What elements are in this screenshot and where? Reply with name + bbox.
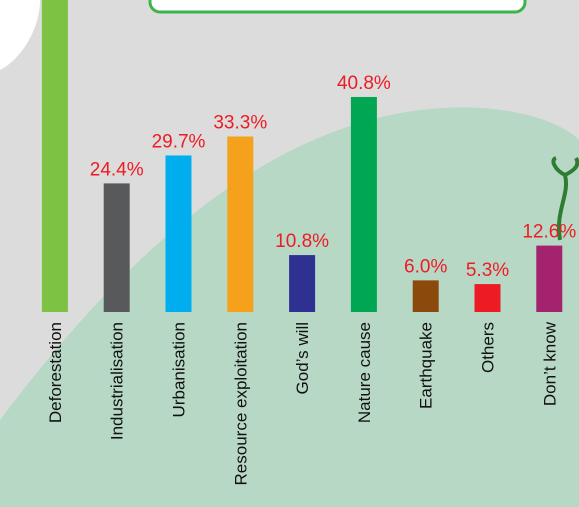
- x-tick-label: Resource exploitation: [231, 322, 250, 485]
- x-tick-label: Others: [479, 322, 498, 373]
- header-box: [150, 0, 525, 12]
- chart: Deforestation 24.4% Industrialisation 29.7%…: [0, 0, 579, 507]
- x-tick-label: God’s will: [293, 322, 312, 394]
- bar: [351, 97, 377, 312]
- value-label: 29.7%: [152, 131, 206, 152]
- bar: [536, 246, 562, 312]
- bar: [42, 0, 68, 312]
- bar: [166, 155, 192, 312]
- value-label: 40.8%: [337, 73, 391, 94]
- bar: [413, 280, 439, 312]
- bar: [475, 284, 501, 312]
- x-tick-label: Nature cause: [355, 322, 374, 423]
- x-tick-label: Urbanisation: [170, 322, 189, 417]
- x-tick-label: Earthquake: [417, 322, 436, 409]
- bar: [227, 137, 253, 313]
- value-label: 33.3%: [213, 113, 267, 134]
- value-label: 24.4%: [90, 159, 144, 180]
- x-tick-label: Don’t know: [540, 321, 559, 406]
- x-tick-label: Deforestation: [46, 322, 65, 423]
- bar: [104, 183, 130, 312]
- value-label: 6.0%: [404, 256, 447, 277]
- value-label: 12.6%: [522, 222, 576, 243]
- value-label: 10.8%: [275, 231, 329, 252]
- value-label: 5.3%: [466, 260, 509, 281]
- bar: [289, 255, 315, 312]
- x-tick-label: Industrialisation: [108, 322, 127, 440]
